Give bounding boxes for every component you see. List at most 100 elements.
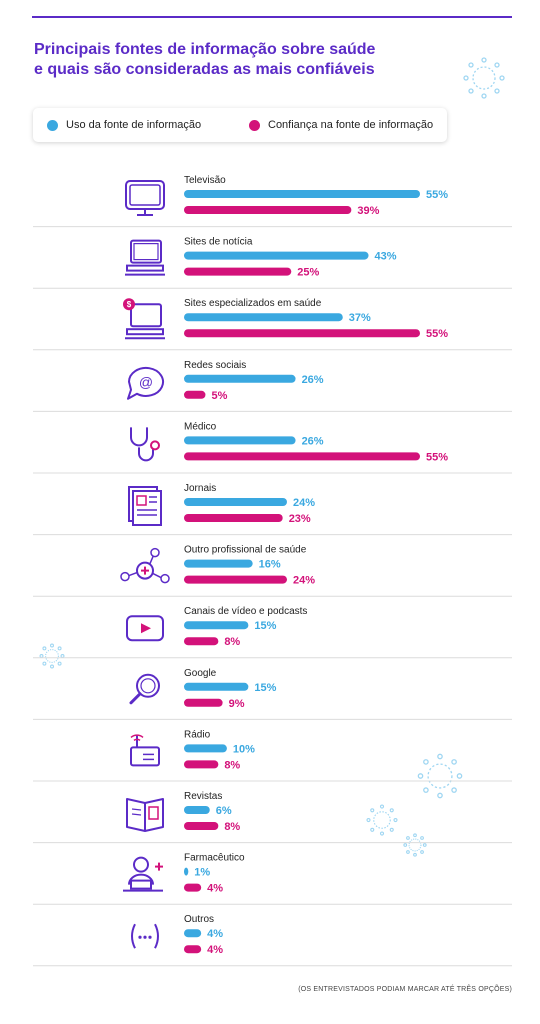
health-network-icon (120, 547, 170, 584)
bar-confianca (184, 514, 283, 522)
value-label-uso: 55% (426, 189, 448, 201)
bar-confianca (184, 945, 202, 954)
bar-uso (184, 436, 296, 445)
category-label: Rádio (184, 729, 211, 740)
category-label: Revistas (184, 791, 222, 802)
bar-confianca (184, 390, 206, 399)
svg-text:$: $ (127, 300, 132, 309)
chart-row: Jornais 24% 23% (33, 472, 512, 526)
chart-row: Canais de vídeo e podcasts 15% 8% (33, 595, 512, 648)
value-label-confianca: 25% (297, 267, 319, 279)
bar-confianca (184, 575, 287, 584)
title-line-2: e quais são consideradas as mais confiáv… (34, 61, 375, 78)
bar-uso (184, 374, 296, 383)
value-label-confianca: 8% (224, 821, 240, 833)
bar-uso (184, 806, 210, 814)
legend-label-uso: Uso da fonte de informação (66, 119, 202, 131)
value-label-confianca: 55% (426, 328, 448, 340)
category-label: Farmacêutico (184, 853, 245, 864)
category-label: Canais de vídeo e podcasts (184, 606, 307, 617)
legend-swatch-uso (47, 119, 58, 131)
value-label-uso: 26% (302, 374, 324, 386)
virus-decoration-icon (417, 753, 463, 799)
value-label-confianca: 55% (426, 451, 448, 463)
tv-icon (125, 180, 165, 216)
svg-text:@: @ (139, 374, 153, 390)
category-label: Jornais (184, 483, 216, 494)
value-label-confianca: 23% (289, 513, 311, 525)
bar-confianca (184, 760, 219, 769)
virus-decoration-icon (403, 833, 427, 857)
chart-row: Farmacêutico 1% 4% (33, 842, 512, 895)
bar-uso (184, 929, 202, 938)
magnifier-icon (129, 673, 160, 705)
chat-at-icon: @ (127, 366, 164, 400)
title-line-1: Principais fontes de informação sobre sa… (34, 41, 376, 58)
chart-row: Google 15% 9% (33, 657, 512, 710)
value-label-uso: 4% (207, 928, 223, 940)
bar-confianca (184, 637, 219, 646)
bar-confianca (184, 883, 202, 892)
value-label-uso: 15% (254, 620, 276, 632)
virus-decoration-icon (366, 804, 398, 836)
bar-uso (184, 559, 253, 568)
category-label: Google (184, 668, 217, 679)
legend-item-confianca: Confiança na fonte de informação (249, 108, 433, 142)
ellipsis-icon (131, 923, 159, 949)
value-label-confianca: 4% (207, 944, 223, 956)
specialized-site-icon: $ (123, 298, 165, 340)
stethoscope-icon (130, 427, 160, 462)
bar-uso (184, 190, 420, 198)
video-play-icon (126, 615, 164, 642)
bar-confianca (184, 206, 352, 214)
legend-label-confianca: Confiança na fonte de informação (268, 119, 434, 131)
chart-row: Outros 4% 4% (33, 903, 512, 956)
radio-icon (130, 734, 160, 767)
magazine-icon (126, 798, 164, 832)
value-label-uso: 26% (302, 435, 324, 447)
chart-row: Rádio 10% 8% (33, 718, 512, 771)
bar-uso (184, 251, 369, 260)
value-label-uso: 24% (293, 497, 315, 509)
value-label-confianca: 8% (224, 759, 240, 771)
value-label-uso: 37% (349, 312, 371, 324)
bar-confianca (184, 267, 292, 276)
legend: Uso da fonte de informação Confiança na … (33, 108, 447, 142)
legend-item-uso: Uso da fonte de informação (47, 108, 201, 142)
value-label-uso: 10% (233, 743, 255, 755)
legend-swatch-confianca (249, 119, 260, 131)
chart-row: $ Sites especializados em saúde 37% 55% (33, 287, 512, 340)
bar-uso (184, 682, 249, 691)
value-label-confianca: 24% (293, 575, 315, 587)
bar-confianca (184, 822, 219, 830)
category-label: Televisão (184, 175, 226, 186)
value-label-confianca: 39% (357, 205, 379, 217)
value-label-uso: 1% (194, 867, 210, 879)
category-label: Outro profissional de saúde (184, 545, 307, 556)
value-label-confianca: 9% (229, 698, 245, 710)
category-label: Médico (184, 421, 217, 432)
chart-row: Sites de notícia 43% 25% (33, 226, 512, 279)
chart-row: Médico 26% 55% (33, 410, 512, 463)
footnote: (OS ENTREVISTADOS PODIAM MARCAR ATÉ TRÊS… (298, 986, 512, 993)
computer-icon (125, 239, 165, 276)
virus-decoration-icon (39, 643, 65, 669)
value-label-uso: 6% (216, 805, 232, 817)
category-label: Sites especializados em saúde (184, 298, 322, 309)
value-label-confianca: 4% (207, 883, 223, 895)
bar-confianca (184, 452, 420, 461)
value-label-confianca: 8% (224, 636, 240, 648)
chart-row: @ Redes sociais 26% 5% (33, 349, 512, 402)
value-label-uso: 43% (375, 251, 397, 263)
top-rule (32, 16, 512, 18)
category-label: Sites de notícia (184, 237, 253, 248)
bar-uso (184, 313, 343, 322)
chart-row: Televisão 55% 39% (125, 175, 448, 217)
bar-uso (184, 744, 227, 753)
value-label-uso: 15% (254, 682, 276, 694)
chart-row: Outro profissional de saúde 16% 24% (33, 534, 512, 587)
chart-title: Principais fontes de informação sobre sa… (34, 40, 474, 80)
category-label: Outros (184, 914, 214, 925)
newspaper-icon (128, 486, 162, 526)
